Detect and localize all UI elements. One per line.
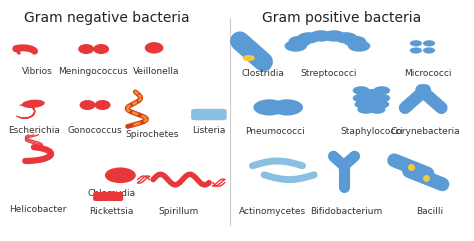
- Text: Pneumococci: Pneumococci: [245, 127, 305, 136]
- Text: Spirochetes: Spirochetes: [125, 130, 178, 139]
- Ellipse shape: [22, 100, 45, 108]
- Text: Micrococci: Micrococci: [404, 69, 452, 78]
- Circle shape: [289, 36, 311, 47]
- Text: Meningococcus: Meningococcus: [58, 67, 128, 76]
- Circle shape: [243, 55, 255, 61]
- Circle shape: [423, 40, 435, 47]
- Text: Helicobacter: Helicobacter: [9, 205, 67, 214]
- Circle shape: [373, 100, 389, 109]
- Circle shape: [284, 40, 307, 52]
- Circle shape: [355, 100, 372, 109]
- Circle shape: [363, 93, 380, 101]
- Circle shape: [271, 99, 303, 115]
- Text: Actinomycetes: Actinomycetes: [239, 207, 306, 216]
- Text: Spirillum: Spirillum: [159, 207, 199, 216]
- Text: Streptococci: Streptococci: [301, 69, 357, 78]
- Text: Gram negative bacteria: Gram negative bacteria: [25, 11, 190, 25]
- Circle shape: [363, 99, 380, 108]
- Text: Gonococcus: Gonococcus: [67, 127, 122, 135]
- Text: Clostridia: Clostridia: [242, 69, 285, 78]
- Text: Escherichia: Escherichia: [8, 127, 60, 135]
- Circle shape: [423, 47, 435, 54]
- Text: Veillonella: Veillonella: [133, 67, 180, 76]
- Text: Chlamydia: Chlamydia: [88, 189, 136, 198]
- FancyBboxPatch shape: [191, 109, 227, 120]
- Text: Bifidobacterium: Bifidobacterium: [310, 207, 382, 216]
- Ellipse shape: [95, 100, 110, 110]
- Circle shape: [105, 167, 136, 183]
- Circle shape: [410, 40, 422, 47]
- Text: Gram positive bacteria: Gram positive bacteria: [262, 11, 421, 25]
- Text: Bacilli: Bacilli: [416, 207, 443, 216]
- Circle shape: [254, 99, 285, 115]
- Circle shape: [374, 86, 390, 95]
- Circle shape: [374, 94, 390, 102]
- Ellipse shape: [78, 44, 94, 54]
- Ellipse shape: [80, 100, 96, 110]
- Text: Listeria: Listeria: [192, 126, 226, 135]
- Circle shape: [353, 94, 370, 102]
- Ellipse shape: [145, 42, 164, 54]
- Circle shape: [353, 86, 370, 95]
- Circle shape: [335, 32, 357, 44]
- Circle shape: [369, 105, 385, 114]
- Circle shape: [357, 105, 374, 114]
- Text: Rickettsia: Rickettsia: [89, 207, 133, 216]
- Text: Corynebacteria: Corynebacteria: [391, 127, 461, 136]
- Text: Staphylococci: Staphylococci: [340, 127, 403, 136]
- Circle shape: [348, 40, 370, 52]
- FancyBboxPatch shape: [93, 192, 123, 201]
- Circle shape: [297, 32, 320, 44]
- Circle shape: [344, 36, 366, 47]
- Circle shape: [410, 47, 422, 54]
- Ellipse shape: [93, 44, 109, 54]
- Text: Vibrios: Vibrios: [22, 67, 52, 76]
- Circle shape: [310, 30, 332, 42]
- Circle shape: [363, 89, 380, 98]
- Circle shape: [323, 30, 345, 42]
